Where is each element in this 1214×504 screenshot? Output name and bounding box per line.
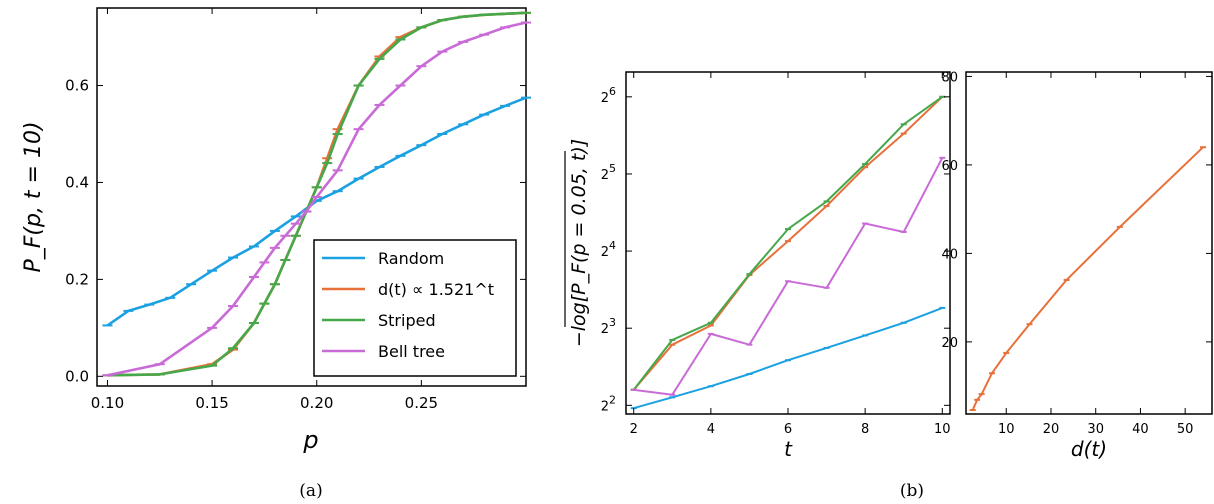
y-tick-label: 25 xyxy=(601,162,616,183)
panel-a: 0.10 0.15 0.20 0.25 0.0 0.2 0.4 0.6 p P_F(p, t … xyxy=(21,7,531,501)
y-tick-label: 40 xyxy=(941,247,958,262)
caption-b: (b) xyxy=(900,481,924,501)
panel-b-right-xlabel: d(t) xyxy=(1071,437,1107,461)
legend: Random d(t) ∝ 1.521^t Striped Bell tree xyxy=(313,239,517,377)
panel-b-right: 10 20 30 40 50 20 40 60 80 d(t) xyxy=(941,70,1213,461)
panel-a-ylabel: P_F(p, t = 10) xyxy=(21,121,46,272)
series-line-random-b-left xyxy=(633,306,943,410)
y-tick-label: 0.0 xyxy=(65,367,89,385)
y-tick-label: 80 xyxy=(941,70,958,85)
legend-label-d-t-1-521-t: d(t) ∝ 1.521^t xyxy=(378,280,494,299)
legend-frame xyxy=(313,239,517,377)
y-tick-label: 0.2 xyxy=(65,270,89,288)
x-tick-label: 20 xyxy=(1043,422,1060,437)
x-tick-label: 0.10 xyxy=(91,394,124,412)
x-tick-label: 0.25 xyxy=(405,394,438,412)
panel-a-xlabel: p xyxy=(302,426,318,454)
x-tick-label: 10 xyxy=(934,422,951,437)
panel-a-frame xyxy=(96,7,527,387)
series-line-striped-a xyxy=(107,11,527,377)
series-line-d-t-1-521-t-b-right xyxy=(971,146,1204,411)
y-tick-label: 22 xyxy=(601,393,616,414)
caption-a: (a) xyxy=(299,481,322,501)
legend-label-striped: Striped xyxy=(378,311,436,330)
y-tick-label: 0.4 xyxy=(65,173,89,191)
panel-b-left-xlabel: t xyxy=(784,437,793,461)
panel-b-left-ylabel: −log[P_F(p = 0.05, t)] xyxy=(568,139,590,347)
x-tick-label: 6 xyxy=(784,422,792,437)
x-tick-label: 40 xyxy=(1132,422,1149,437)
y-tick-label: 0.6 xyxy=(65,77,89,95)
x-tick-label: 2 xyxy=(630,422,638,437)
x-tick-label: 30 xyxy=(1087,422,1104,437)
x-tick-label: 50 xyxy=(1177,422,1194,437)
legend-label-bell-tree: Bell tree xyxy=(378,342,445,361)
x-tick-label: 4 xyxy=(707,422,715,437)
x-tick-label: 0.20 xyxy=(300,394,333,412)
y-tick-label: 24 xyxy=(601,239,616,260)
x-tick-label: 0.15 xyxy=(195,394,228,412)
x-tick-label: 10 xyxy=(998,422,1015,437)
y-tick-label: 60 xyxy=(941,159,958,174)
x-tick-label: 8 xyxy=(861,422,869,437)
y-tick-label: 26 xyxy=(601,85,616,106)
y-tick-label: 20 xyxy=(941,336,958,351)
panel-b-right-frame xyxy=(965,71,1213,415)
y-tick-label: 23 xyxy=(601,316,616,337)
legend-label-random: Random xyxy=(378,249,444,268)
series-line-d-t-1-521-t-b-left xyxy=(632,96,943,391)
